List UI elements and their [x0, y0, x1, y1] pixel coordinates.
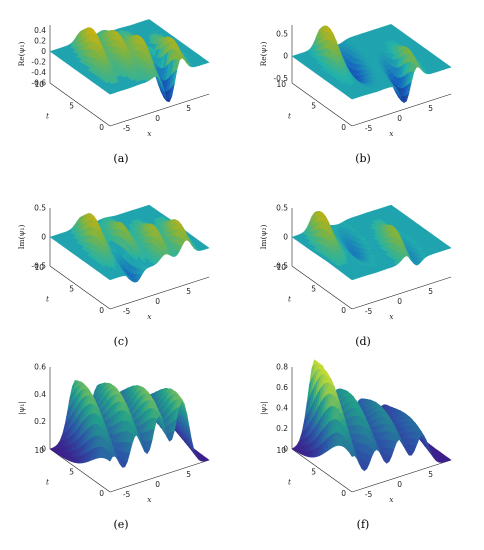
t-tick-label: 0: [99, 306, 104, 315]
z-tick-label: -0.5: [273, 74, 288, 83]
t-axis-label: t: [46, 478, 50, 487]
panel-caption: (c): [114, 335, 129, 348]
x-axis-label: x: [147, 312, 152, 321]
z-axis-label: Im(ψ₂): [259, 225, 268, 250]
x-axis-label: x: [147, 129, 152, 138]
t-axis-label: t: [46, 295, 50, 304]
z-axis-label: Re(ψ₁): [17, 42, 26, 67]
z-tick-label: 0.5: [276, 204, 288, 213]
x-axis-label: x: [389, 312, 394, 321]
x-tick-label: 0: [155, 480, 160, 489]
t-axis-label: t: [46, 112, 50, 121]
x-axis-label: x: [147, 495, 152, 504]
z-tick-label: -0.4: [31, 68, 46, 77]
t-tick-label: 10: [34, 263, 44, 272]
x-tick-label: 0: [155, 114, 160, 123]
t-tick-label: 10: [276, 263, 286, 272]
z-tick-label: 0.8: [276, 363, 288, 372]
z-tick-label: 0.4: [276, 404, 288, 413]
z-tick-label: -0.6: [31, 79, 46, 88]
z-tick-label: 0: [41, 47, 46, 56]
x-tick-label: 5: [428, 104, 433, 113]
t-tick-label: 5: [69, 468, 74, 477]
z-tick-label: 0.4: [34, 26, 46, 35]
x-axis-line: [351, 93, 452, 127]
t-tick-label: 0: [341, 123, 346, 132]
z-tick-label: 0.4: [34, 390, 46, 399]
z-tick-label: 0: [41, 233, 46, 242]
panel-b: 0.5 0 -0.5 Re(ψ₂) 10 5 0 t -5 0 5 x (b): [259, 23, 452, 165]
surface: [49, 19, 210, 103]
t-tick-label: 0: [99, 123, 104, 132]
t-tick-label: 5: [69, 102, 74, 111]
x-tick-label: -5: [123, 307, 131, 316]
x-tick-label: 5: [428, 470, 433, 479]
t-tick-label: 10: [276, 80, 286, 89]
z-axis-label: |ψ₂|: [259, 401, 268, 415]
x-axis-label: x: [389, 495, 394, 504]
z-tick-label: 0.5: [276, 29, 288, 38]
surface: [291, 204, 452, 281]
t-axis-line: [291, 448, 353, 493]
t-tick-label: 5: [311, 468, 316, 477]
z-tick-label: 0.2: [34, 417, 46, 426]
x-tick-label: 0: [397, 114, 402, 123]
panel-caption: (e): [113, 518, 128, 531]
surface: [291, 359, 452, 472]
x-tick-label: -5: [123, 124, 131, 133]
x-tick-label: 5: [428, 287, 433, 296]
x-tick-label: 0: [397, 480, 402, 489]
z-axis-label: |ψ₁|: [17, 401, 26, 415]
t-tick-label: 10: [276, 446, 286, 455]
t-axis-line: [49, 82, 111, 127]
x-tick-label: 0: [397, 297, 402, 306]
z-tick-label: 0: [283, 52, 288, 61]
z-axis-label: Im(ψ₁): [17, 225, 26, 250]
t-tick-label: 5: [311, 102, 316, 111]
panel-caption: (d): [355, 335, 371, 348]
x-tick-label: 5: [186, 470, 191, 479]
surface: [49, 380, 210, 468]
x-axis-label: x: [389, 129, 394, 138]
x-tick-label: -5: [123, 490, 131, 499]
t-tick-label: 0: [341, 489, 346, 498]
panel-caption: (b): [355, 152, 371, 165]
x-tick-label: -5: [365, 124, 373, 133]
surface: [49, 204, 210, 283]
t-tick-label: 10: [34, 80, 44, 89]
t-axis-label: t: [288, 478, 292, 487]
t-tick-label: 0: [341, 306, 346, 315]
x-tick-label: -5: [365, 490, 373, 499]
z-axis-label: Re(ψ₂): [259, 42, 268, 67]
z-tick-label: -0.2: [31, 57, 46, 66]
surface: [291, 23, 452, 103]
z-tick-label: 0.2: [276, 424, 288, 433]
x-axis-line: [109, 93, 210, 127]
z-tick-label: 0: [283, 233, 288, 242]
t-tick-label: 0: [99, 489, 104, 498]
t-axis-line: [291, 82, 353, 127]
z-tick-label: 0.2: [34, 36, 46, 45]
t-tick-label: 5: [311, 285, 316, 294]
x-tick-label: 5: [186, 104, 191, 113]
t-tick-label: 5: [69, 285, 74, 294]
z-tick-label: 0.6: [34, 363, 46, 372]
x-tick-label: 5: [186, 287, 191, 296]
t-axis-label: t: [288, 112, 292, 121]
surface-patch: [106, 91, 113, 95]
panel-caption: (a): [113, 152, 128, 165]
z-tick-label: 0.5: [34, 204, 46, 213]
x-tick-label: -5: [365, 307, 373, 316]
t-tick-label: 10: [34, 446, 44, 455]
z-tick-label: 0.6: [276, 383, 288, 392]
t-axis-label: t: [288, 295, 292, 304]
x-tick-label: 0: [155, 297, 160, 306]
